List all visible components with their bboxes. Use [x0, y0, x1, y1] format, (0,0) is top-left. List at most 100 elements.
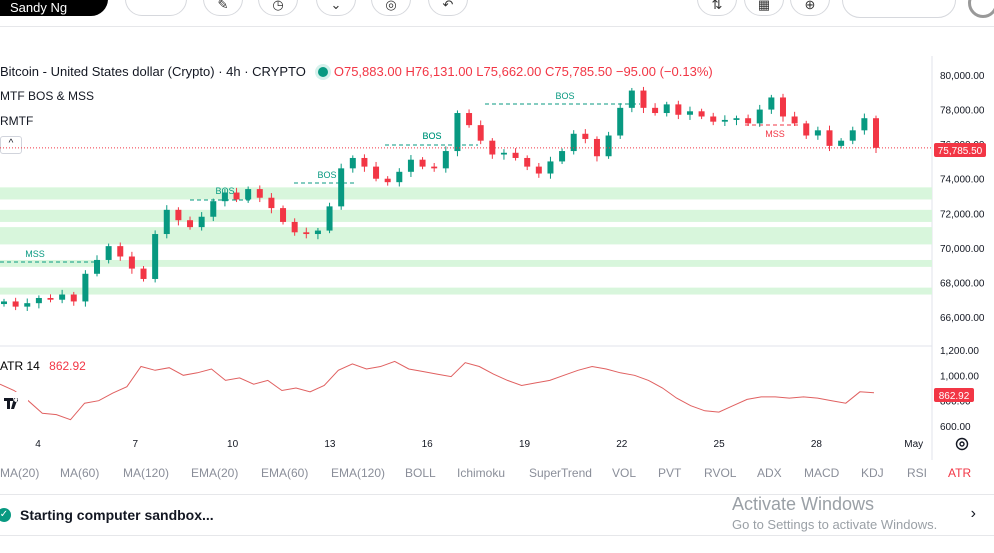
atr-label[interactable]: ATR 14 862.92 [0, 359, 86, 373]
candle-body [361, 157, 368, 167]
indicator-tab[interactable]: BOLL [405, 466, 436, 480]
price-tick-label: 74,000.00 [940, 175, 985, 186]
symbol-title[interactable]: Bitcoin - United States dollar (Crypto) … [0, 64, 306, 79]
candle-body [303, 232, 310, 235]
candle-body [628, 90, 635, 108]
candle-body [70, 294, 77, 302]
candle-body [500, 152, 507, 155]
collapse-legend-button[interactable]: ^ [0, 136, 22, 154]
candle-body [652, 107, 659, 114]
candle-body [175, 209, 182, 221]
layout-icon[interactable]: ▦ [744, 0, 784, 16]
candle-body [466, 113, 473, 126]
indicator-rmtf-label[interactable]: RMTF [0, 114, 34, 128]
price-tick-label: 70,000.00 [940, 244, 985, 255]
candle-body [198, 216, 205, 228]
candle-body [35, 297, 42, 304]
indicator-tab[interactable]: Ichimoku [457, 466, 506, 480]
chart-legend: Bitcoin - United States dollar (Crypto) … [0, 64, 713, 79]
time-tick-label: 28 [811, 439, 823, 450]
candle-body [454, 113, 461, 152]
candle-body [187, 220, 194, 228]
indicator-tab[interactable]: MACD [804, 466, 840, 480]
candle-body [59, 294, 66, 300]
candle-body [803, 123, 810, 136]
demand-zone [0, 209, 932, 222]
settings-gear-icon[interactable] [954, 436, 970, 452]
time-tick-label: 13 [324, 439, 336, 450]
candle-body [128, 256, 135, 269]
user-label: Sandy Ng [10, 0, 68, 15]
ohlc-change: −95.00 (−0.13%) [615, 64, 713, 79]
top-toolbar: Sandy Ng ✎ ◷ ⌄ ◎ ↶ ⇅ ▦ ⊕ [0, 0, 994, 27]
demand-zone [0, 287, 932, 295]
price-tick-label: 66,000.00 [940, 313, 985, 324]
candle-body [512, 152, 519, 158]
market-status-icon [317, 67, 328, 77]
candle-body [117, 246, 124, 257]
candle-body [663, 104, 670, 114]
indicator-tab[interactable]: ADX [757, 466, 782, 480]
candle-body [163, 209, 170, 235]
demand-zone [0, 259, 932, 267]
atr-name: ATR 14 [0, 359, 40, 373]
indicator-tab[interactable]: EMA(60) [261, 466, 309, 480]
candle-body [535, 166, 542, 174]
candle-body [779, 97, 786, 117]
indicator-tab[interactable]: RVOL [704, 466, 737, 480]
candle-body [593, 138, 600, 157]
indicator-tab[interactable]: MA(120) [123, 466, 170, 480]
indicator-tab[interactable]: KDJ [861, 466, 884, 480]
indicator-bos-mss-label[interactable]: MTF BOS & MSS [0, 89, 95, 103]
candle-body [559, 151, 566, 162]
tradingview-logo-icon[interactable] [0, 392, 28, 414]
candle-body [82, 273, 89, 302]
indicator-tab[interactable]: PVT [658, 466, 682, 480]
candle-body [221, 192, 228, 202]
indicator-tab[interactable]: MA(60) [60, 466, 100, 480]
candle-body [24, 303, 31, 307]
annotation-label: BOS [215, 186, 234, 196]
price-axis: 80,000.0078,000.0076,000.0074,000.0072,0… [940, 71, 985, 324]
chevron-right-icon[interactable]: › [970, 505, 976, 522]
status-bar[interactable]: ✓ Starting computer sandbox... › [0, 494, 994, 536]
candle-body [547, 161, 554, 174]
indicator-tab[interactable]: VOL [612, 466, 637, 480]
indicator-tab[interactable]: SuperTrend [529, 466, 592, 480]
time-tick-label: May [904, 439, 923, 450]
indicator-tab[interactable]: EMA(20) [191, 466, 239, 480]
candle-body [256, 189, 263, 198]
price-tick-label: 72,000.00 [940, 209, 985, 220]
candle-body [349, 157, 356, 169]
structure-lines [0, 103, 800, 263]
candle-body [105, 246, 112, 260]
demand-zone [0, 187, 932, 200]
price-tick-label: 68,000.00 [940, 278, 985, 289]
candle-body [326, 206, 333, 231]
time-tick-label: 25 [714, 439, 726, 450]
candle-body [477, 125, 484, 141]
ohlc-close: C75,785.50 [545, 64, 613, 79]
candle-body [442, 151, 449, 169]
indicator-tab[interactable]: MA(20) [0, 466, 40, 480]
candle-body [94, 259, 101, 274]
candle-body [245, 189, 252, 200]
price-tag: 75,785.50 [934, 143, 986, 157]
indicator-tab[interactable]: RSI [907, 466, 928, 480]
time-tick-label: 10 [227, 439, 239, 450]
profile-icon[interactable] [968, 0, 994, 18]
candle-body [140, 268, 147, 279]
indicator-tab[interactable]: EMA(120) [331, 466, 386, 480]
candle-body [210, 201, 217, 217]
atr-tag: 862.92 [934, 388, 974, 402]
atr-tick-label: 800.00 [940, 397, 971, 408]
ohlc-open: O75,883.00 [333, 64, 402, 79]
atr-value: 862.92 [49, 359, 86, 373]
annotation-label: MSS [25, 249, 45, 259]
candle-body [570, 133, 577, 152]
indicator-tab[interactable]: ATR [948, 466, 972, 480]
user-menu-button[interactable]: Sandy Ng [0, 0, 108, 16]
candle-body [733, 118, 740, 120]
